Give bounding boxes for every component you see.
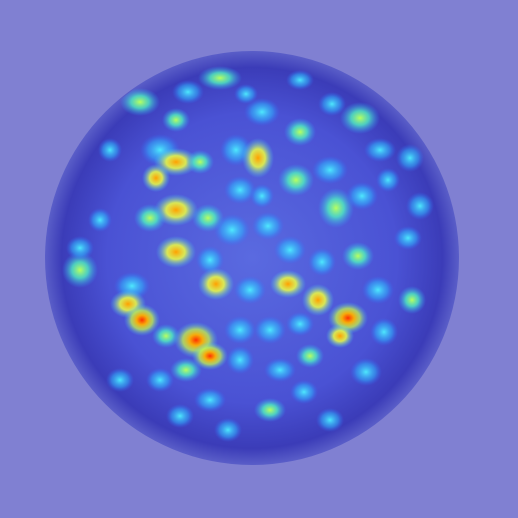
signal-blob <box>274 236 306 264</box>
signal-blobs <box>62 66 434 442</box>
signal-blob <box>250 184 274 208</box>
signal-blob <box>398 286 426 314</box>
signal-blob <box>62 252 98 288</box>
signal-blob <box>226 346 254 374</box>
signal-blob <box>172 80 204 104</box>
signal-blob <box>342 242 374 270</box>
signal-blob <box>326 324 354 348</box>
signal-blob <box>318 92 346 116</box>
signal-blob <box>252 212 284 240</box>
signal-blob <box>120 88 160 116</box>
signal-blob <box>106 368 134 392</box>
signal-blob <box>186 150 214 174</box>
signal-blob <box>406 192 434 220</box>
signal-blob <box>170 358 202 382</box>
signal-blob <box>88 208 112 232</box>
signal-blob <box>364 138 396 162</box>
signal-blob <box>166 404 194 428</box>
signal-blob <box>242 138 274 178</box>
signal-blob <box>286 70 314 90</box>
signal-blob <box>124 304 160 336</box>
signal-blob <box>302 284 334 316</box>
signal-blob <box>316 408 344 432</box>
signal-blob <box>346 182 378 210</box>
signal-blob <box>224 176 256 204</box>
signal-blob <box>318 188 354 228</box>
signal-blob <box>244 98 280 126</box>
signal-blob <box>394 226 422 250</box>
signal-blob <box>370 318 398 346</box>
signal-blob <box>340 102 380 134</box>
signal-blob <box>192 342 228 370</box>
signal-blob <box>234 84 258 104</box>
signal-blob <box>98 138 122 162</box>
signal-blob <box>296 344 324 368</box>
signal-blob <box>312 156 348 184</box>
signal-blob <box>214 214 250 246</box>
signal-blob <box>264 358 296 382</box>
signal-blob <box>396 144 424 172</box>
signal-blob <box>350 358 382 386</box>
signal-blob <box>214 418 242 442</box>
signal-blob <box>134 204 166 232</box>
signal-blob <box>284 118 316 146</box>
signal-blob <box>198 66 242 90</box>
signal-blob <box>66 236 94 260</box>
signal-blob <box>270 270 306 298</box>
signal-blob <box>156 236 196 268</box>
signal-blob <box>234 276 266 304</box>
signal-blob <box>142 164 170 192</box>
signal-blob <box>194 388 226 412</box>
signal-blob <box>290 380 318 404</box>
signal-blob <box>198 268 234 300</box>
signal-blob <box>278 164 314 196</box>
signal-blob <box>376 168 400 192</box>
signal-blob <box>224 316 256 344</box>
signal-blob <box>254 316 286 344</box>
signal-blob <box>152 324 180 348</box>
signal-blob <box>146 368 174 392</box>
signal-blob <box>254 398 286 422</box>
signal-blob <box>286 312 314 336</box>
signal-blob <box>308 248 336 276</box>
signal-blob <box>196 246 224 274</box>
signal-blob <box>162 108 190 132</box>
signal-blob <box>362 276 394 304</box>
